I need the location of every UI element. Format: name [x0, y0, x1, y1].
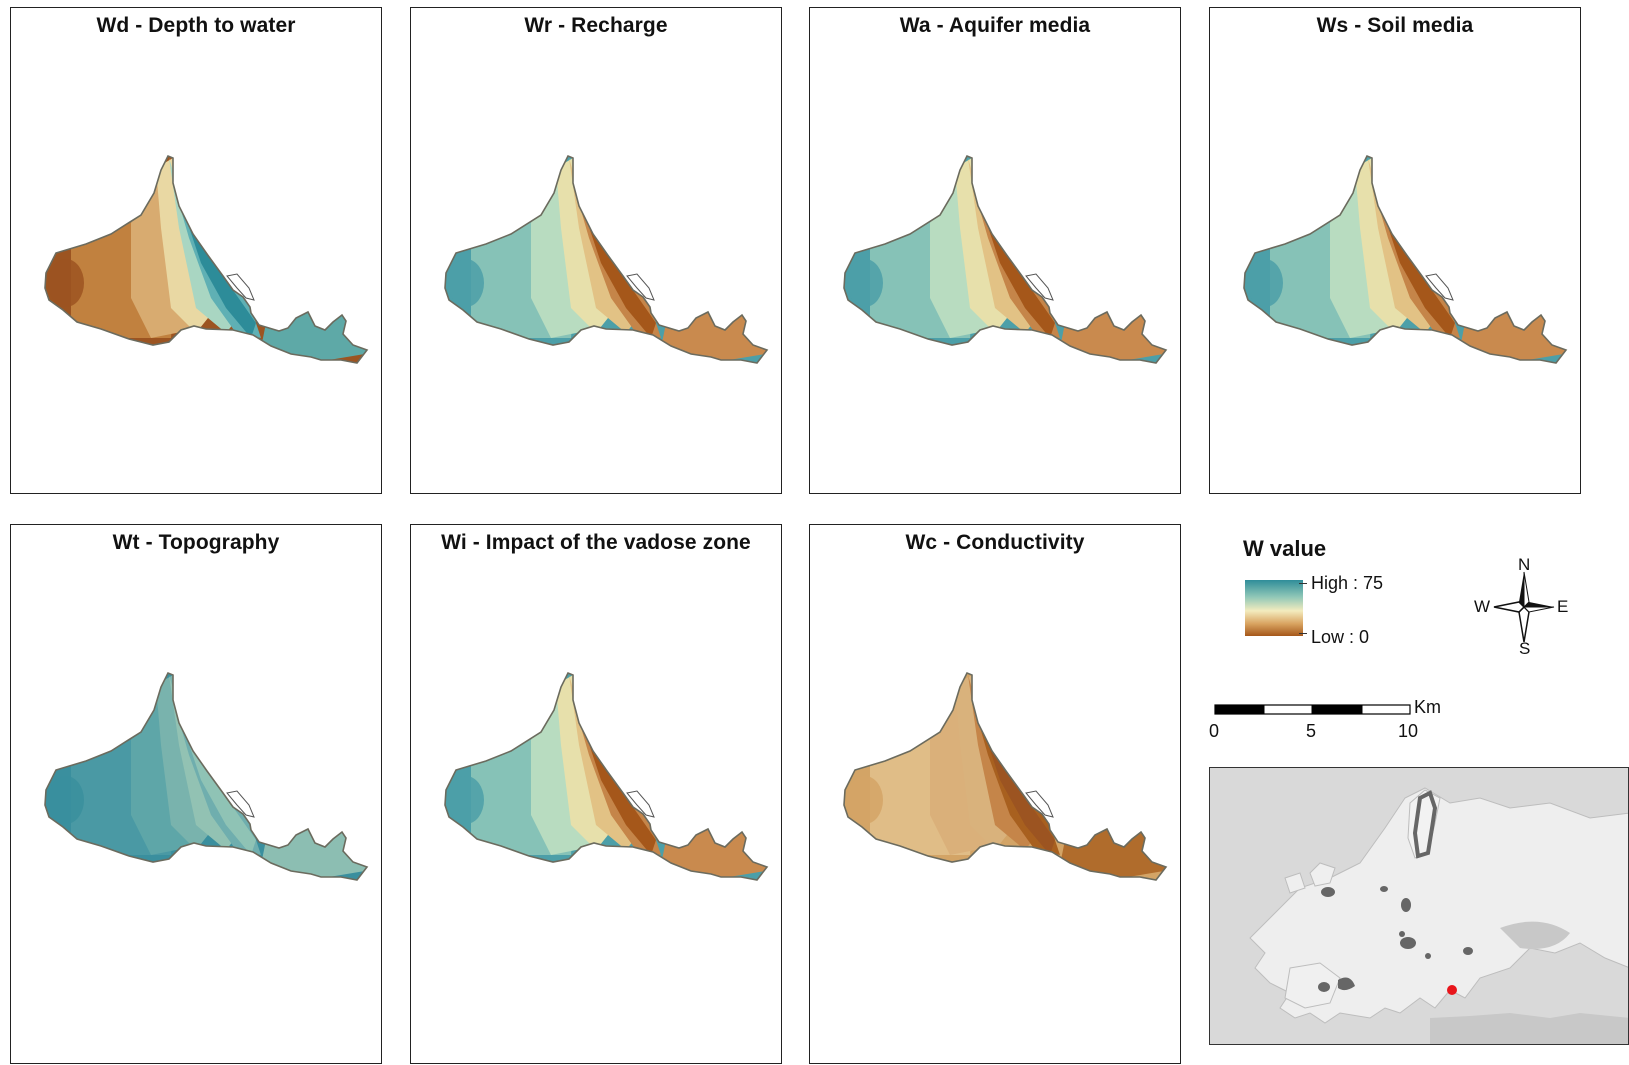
- scale-tick-5: 5: [1306, 721, 1317, 741]
- compass-n: N: [1518, 555, 1531, 574]
- map-panel-wa: Wa - Aquifer media: [809, 7, 1181, 494]
- panel-title: Wi - Impact of the vadose zone: [441, 531, 751, 554]
- map-panel-wc: Wc - Conductivity: [809, 524, 1181, 1064]
- aquifer-shape: [44, 671, 369, 881]
- panel-title: Wc - Conductivity: [905, 531, 1085, 554]
- aquifer-shape: [444, 671, 769, 881]
- aquifer-shape: [1243, 154, 1568, 364]
- scale-tick-10: 10: [1398, 721, 1419, 741]
- aquifer-shape: [843, 671, 1168, 881]
- scale-unit: Km: [1414, 697, 1441, 717]
- legend-high-label: High : 75: [1311, 573, 1384, 593]
- legend-low-label: Low : 0: [1311, 627, 1370, 647]
- scale-bar-graphic: [1214, 704, 1411, 715]
- aquifer-map-conductivity: [843, 671, 1168, 881]
- aquifer-shape: [44, 154, 369, 364]
- aquifer-map-soil-media: [1243, 154, 1568, 364]
- aquifer-map-depth: [44, 154, 369, 364]
- map-panel-wr: Wr - Recharge: [410, 7, 782, 494]
- panel-title: Wa - Aquifer media: [899, 14, 1091, 37]
- compass-e: E: [1557, 597, 1569, 616]
- map-panel-wt: Wt - Topography: [10, 524, 382, 1064]
- panel-title: Ws - Soil media: [1316, 14, 1474, 37]
- legend-color-ramp: [1245, 580, 1303, 636]
- compass-w: W: [1474, 597, 1491, 616]
- map-panel-ws: Ws - Soil media: [1209, 7, 1581, 494]
- compass-s: S: [1519, 639, 1531, 658]
- aquifer-map-topography: [44, 671, 369, 881]
- legend-low-tick: [1299, 633, 1307, 634]
- study-site-marker: [1447, 985, 1457, 995]
- legend-high-tick: [1299, 583, 1307, 584]
- aquifer-shape: [843, 154, 1168, 364]
- legend-title: W value: [1243, 536, 1327, 561]
- north-arrow-icon: N S W E: [1470, 555, 1580, 658]
- aquifer-map-aquifer-media: [843, 154, 1168, 364]
- map-panel-wi: Wi - Impact of the vadose zone: [410, 524, 782, 1064]
- aquifer-shape: [444, 154, 769, 364]
- map-panel-wd: Wd - Depth to water: [10, 7, 382, 494]
- scale-tick-0: 0: [1209, 721, 1220, 741]
- aquifer-map-recharge: [444, 154, 769, 364]
- scale-bar: [1214, 703, 1414, 717]
- europe-locator-map-icon: [1210, 768, 1628, 1044]
- panel-title: Wt - Topography: [112, 531, 280, 554]
- panel-title: Wd - Depth to water: [96, 14, 296, 37]
- compass-rose-icon: [1493, 571, 1555, 643]
- panel-title: Wr - Recharge: [524, 14, 668, 37]
- inset-locator-map: [1209, 767, 1629, 1045]
- aquifer-map-vadose-zone: [444, 671, 769, 881]
